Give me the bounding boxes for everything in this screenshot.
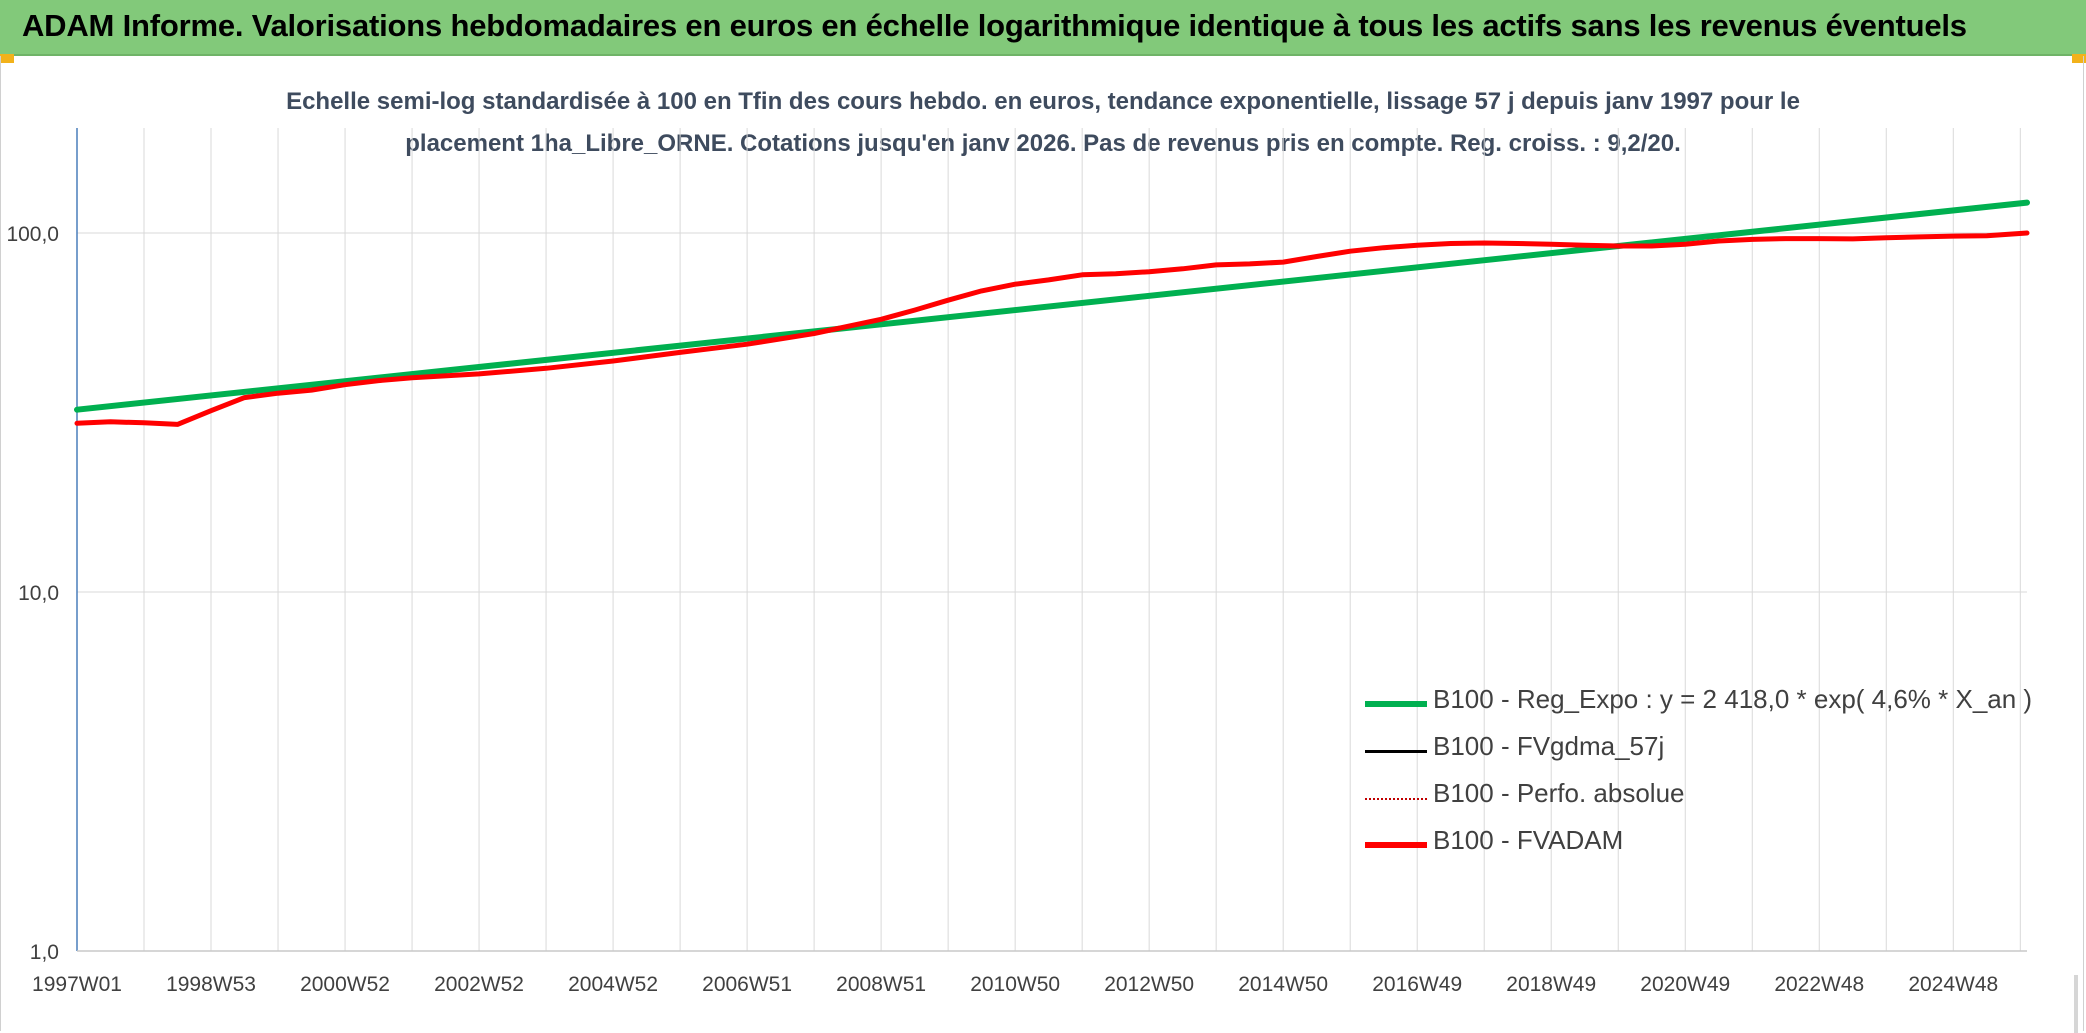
- y-tick-label: 1,0: [30, 941, 59, 964]
- x-tick-label: 1997W01: [32, 973, 122, 996]
- legend-label-fvadam: B100 - FVADAM: [1433, 825, 1624, 855]
- y-tick-label: 100,0: [6, 223, 59, 246]
- x-tick-label: 2012W50: [1104, 973, 1194, 996]
- legend-label-fvgdma: B100 - FVgdma_57j: [1433, 731, 1665, 761]
- legend-swatch-perfo: [1365, 798, 1427, 800]
- x-tick-label: 2022W48: [1774, 973, 1864, 996]
- axes: [76, 128, 2027, 952]
- x-tick-label: 2024W48: [1908, 973, 1998, 996]
- legend-item-perfo: B100 - Perfo. absolue: [1365, 774, 2005, 821]
- edge-bar-right: [2074, 975, 2078, 1033]
- legend-swatch-reg-expo: [1365, 701, 1427, 707]
- y-tick-label: 10,0: [18, 582, 59, 605]
- legend-item-reg-expo: B100 - Reg_Expo : y = 2 418,0 * exp( 4,6…: [1365, 680, 2032, 727]
- chart-legend: B100 - Reg_Expo : y = 2 418,0 * exp( 4,6…: [1365, 680, 2032, 868]
- series-lines: [74, 199, 2030, 427]
- series-line-fvadam: [74, 230, 2030, 427]
- corner-marker-left: [0, 54, 14, 63]
- report-title: ADAM Informe. Valorisations hebdomadaire…: [22, 8, 1967, 43]
- chart-title-line-2: placement 1ha_Libre_ORNE. Cotations jusq…: [405, 130, 1681, 157]
- x-tick-label: 1998W53: [166, 973, 256, 996]
- legend-swatch-fvgdma: [1365, 750, 1427, 753]
- x-tick-label: 2004W52: [568, 973, 658, 996]
- x-tick-label: 2002W52: [434, 973, 524, 996]
- legend-label-perfo: B100 - Perfo. absolue: [1433, 778, 1685, 808]
- chart-title-line-1: Echelle semi-log standardisée à 100 en T…: [286, 88, 1800, 115]
- report-header: ADAM Informe. Valorisations hebdomadaire…: [0, 0, 2086, 56]
- x-tick-label: 2000W52: [300, 973, 390, 996]
- tick-labels: 1,0 10,0 100,0 1997W01 1998W53 2000W52 2002W52…: [6, 223, 1998, 996]
- series-line-reg-expo: [74, 199, 2030, 413]
- legend-label-reg-expo: B100 - Reg_Expo : y = 2 418,0 * exp( 4,6…: [1433, 684, 2033, 714]
- x-tick-label: 2016W49: [1372, 973, 1462, 996]
- x-tick-label: 2018W49: [1506, 973, 1596, 996]
- corner-marker-right: [2072, 54, 2086, 63]
- x-tick-label: 2010W50: [970, 973, 1060, 996]
- x-tick-label: 2020W49: [1640, 973, 1730, 996]
- x-tick-label: 2008W51: [836, 973, 926, 996]
- x-tick-label: 2014W50: [1238, 973, 1328, 996]
- legend-item-fvgdma: B100 - FVgdma_57j: [1365, 727, 2005, 774]
- legend-swatch-fvadam: [1365, 842, 1427, 848]
- x-tick-label: 2006W51: [702, 973, 792, 996]
- legend-item-fvadam: B100 - FVADAM: [1365, 821, 2005, 868]
- chart-frame: [0, 56, 2084, 1031]
